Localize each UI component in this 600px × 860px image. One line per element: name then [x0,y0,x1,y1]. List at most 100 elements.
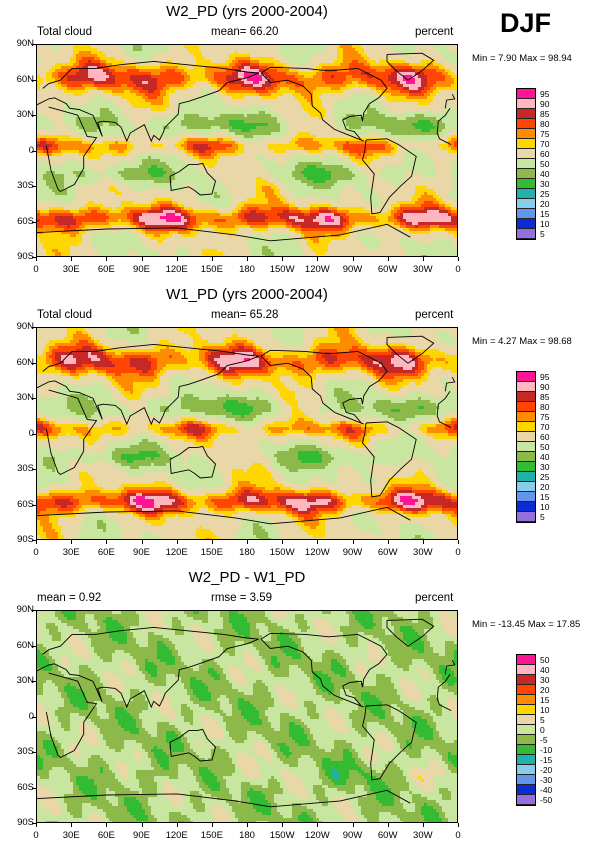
panel-1-colorbar-label: 15 [540,209,549,219]
panel-3-colorbar-swatch [517,795,535,805]
panel-3-minmax: Min = -13.45 Max = 17.85 [472,619,580,630]
panel-2-colorbar-label: 5 [540,512,545,522]
panel-2-colorbar-label: 80 [540,402,549,412]
panel-1-mean-label: mean= 66.20 [211,26,278,38]
panel-1-lon-label: 180 [239,264,255,275]
panel-1-colorbar-swatch [517,139,535,149]
panel-2-lon-tick [71,540,73,544]
panel-3-lat-label: 30N [17,675,34,686]
panel-1-colorbar-swatch [517,179,535,189]
panel-1-colorbar-swatch [517,129,535,139]
panel-3-lon-tick [211,823,213,827]
panel-3-lon-label: 150W [270,830,295,841]
panel-1-lon-tick [282,257,284,261]
panel-2-minmax: Min = 4.27 Max = 98.68 [472,336,572,347]
panel-3-colorbar-swatch [517,665,535,675]
panel-1-colorbar-label: 90 [540,99,549,109]
panel-2-colorbar-swatch [517,372,535,382]
panel-3-colorbar-swatch [517,715,535,725]
panel-1-colorbar-label: 40 [540,169,549,179]
panel-1-title: W2_PD (yrs 2000-2004) [166,3,328,20]
panel-1-colorbar-swatch [517,99,535,109]
panel-2-title: W1_PD (yrs 2000-2004) [166,286,328,303]
panel-1-lat-tick [32,150,36,152]
panel-2-lon-tick [141,540,143,544]
panel-2-units-label: percent [415,309,453,321]
panel-3-colorbar-label: -30 [540,775,552,785]
panel-2-lat-tick [32,469,36,470]
panel-1-colorbar-label: 80 [540,119,549,129]
panel-2-colorbar-label: 75 [540,412,549,422]
panel-2-lon-label: 0 [33,547,38,558]
panel-1-lon-tick [211,257,213,261]
panel-2-lat-tick [32,504,36,506]
panel-1-lat-tick [32,115,36,116]
panel-2-colorbar-swatch [517,442,535,452]
panel-3-lon-label: 90E [133,830,150,841]
panel-2-colorbar-swatch [517,482,535,492]
panel-1-colorbar-swatch [517,149,535,159]
panel-3-colorbar-swatch [517,755,535,765]
panel-1-lat-tick [32,79,36,81]
panel-2-lon-label: 150E [201,547,223,558]
panel-3-lon-tick [317,823,319,827]
panel-3-colorbar-label: 30 [540,675,549,685]
panel-3-lat-tick [32,716,36,718]
panel-1-colorbar-swatch [517,219,535,229]
panel-3-colorbar-swatch [517,765,535,775]
panel-3-colorbar-swatch [517,685,535,695]
panel-3-lat-tick [32,610,36,611]
panel-2-colorbar-swatch [517,412,535,422]
panel-3-colorbar-label: 50 [540,655,549,665]
panel-3-colorbar-label: 5 [540,715,545,725]
panel-3-lon-tick [71,823,73,827]
panel-2-lon-label: 60E [98,547,115,558]
panel-3-lon-label: 30W [413,830,433,841]
panel-2-mean-label: mean= 65.28 [211,309,278,321]
panel-1-minmax: Min = 7.90 Max = 98.94 [472,53,572,64]
panel-1-colorbar-label: 10 [540,219,549,229]
panel-1-colorbar-label: 30 [540,179,549,189]
panel-3-lat-label: 60N [17,640,34,651]
panel-2-lon-tick [387,540,389,544]
panel-3-lon-label: 0 [455,830,460,841]
panel-3-colorbar-label: -50 [540,795,552,805]
panel-1-lat-label: 0 [29,145,34,156]
panel-3-colorbar-swatch [517,745,535,755]
panel-1-colorbar-label: 85 [540,109,549,119]
panel-3-lat-tick [32,681,36,682]
panel-1-lat-label: 90N [17,38,34,49]
panel-3-lon-label: 150E [201,830,223,841]
panel-1-colorbar-swatch [517,199,535,209]
panel-3-colorbar-label: -5 [540,735,548,745]
panel-1-colorbar-label: 75 [540,129,549,139]
panel-3-lon-tick [282,823,284,827]
panel-1-lon-label: 30W [413,264,433,275]
panel-2-lon-label: 120W [305,547,330,558]
panel-1-lon-label: 30E [63,264,80,275]
panel-3-lat-label: 30S [17,746,34,757]
panel-3-colorbar-swatch [517,775,535,785]
panel-2-lon-tick [352,540,354,544]
panel-3-contour-field [37,611,457,822]
panel-2-lat-tick [32,362,36,364]
panel-1-colorbar-swatch [517,159,535,169]
panel-3-lat-tick [32,823,36,824]
panel-2-lat-label: 30N [17,392,34,403]
panel-3-colorbar-label: 0 [540,725,545,735]
panel-2-colorbar-swatch [517,422,535,432]
panel-1-lon-label: 120W [305,264,330,275]
panel-1-map [36,44,458,257]
panel-3-lat-label: 60S [17,782,34,793]
panel-3-colorbar-label: -20 [540,765,552,775]
panel-3-left-label: mean = 0.92 [37,592,101,604]
panel-3-colorbar-label: -40 [540,785,552,795]
panel-3-colorbar-swatch [517,695,535,705]
panel-2-colorbar-swatch [517,382,535,392]
panel-2-lat-label: 90N [17,321,34,332]
panel-1-lon-tick [176,257,178,261]
panel-2-colorbar-swatch [517,502,535,512]
panel-3-colorbar-label: -10 [540,745,552,755]
panel-2-lon-label: 90W [343,547,363,558]
panel-2-colorbar [516,371,536,523]
